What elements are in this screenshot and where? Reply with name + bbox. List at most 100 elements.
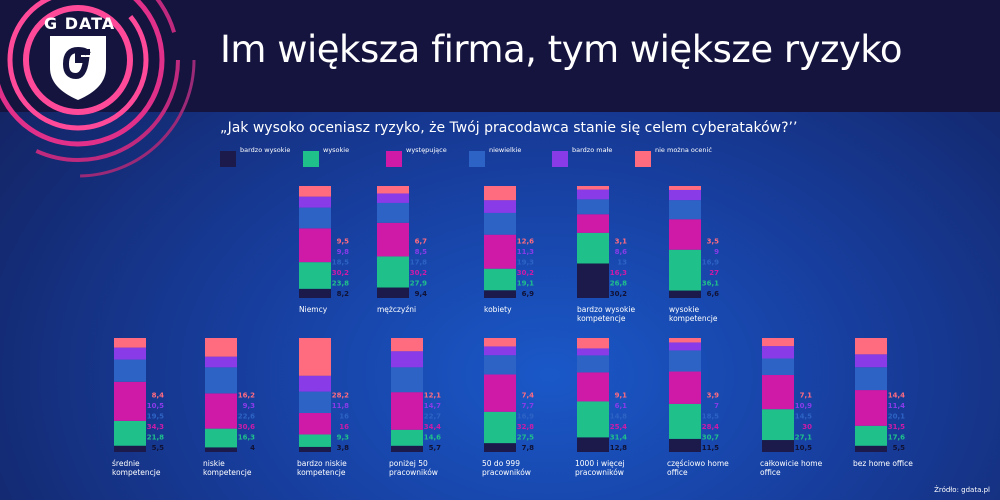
- bar-segment: [299, 196, 331, 208]
- bar-segment: [762, 338, 794, 347]
- bar-segment: [484, 374, 516, 412]
- bar-segment: [855, 390, 887, 426]
- bar-segment: [577, 401, 609, 438]
- bar-segment: [577, 348, 609, 356]
- bar-segment: [577, 199, 609, 215]
- data-label: 7,1: [800, 392, 813, 400]
- bar-segment: [577, 189, 609, 200]
- data-label: 30,2: [610, 290, 627, 298]
- bar-segment: [484, 411, 516, 444]
- category-label: wysokie: [669, 305, 699, 314]
- bar-group: [299, 186, 331, 298]
- source-note: Źródło: gdata.pl: [934, 486, 990, 494]
- data-label: 9,3: [243, 402, 256, 410]
- bar-segment: [484, 346, 516, 356]
- bar-segment: [669, 189, 701, 201]
- data-label: 6,6: [707, 290, 720, 298]
- bar-segment: [114, 359, 146, 382]
- bar-segment: [299, 375, 331, 392]
- data-label: 17,8: [410, 259, 427, 267]
- bar-group: [391, 338, 423, 452]
- bar-segment: [391, 429, 423, 446]
- bar-segment: [669, 219, 701, 250]
- data-label: 32,8: [517, 423, 534, 431]
- data-label: 30,7: [702, 434, 719, 442]
- data-label: 11,8: [332, 402, 349, 410]
- bar-segment: [669, 249, 701, 291]
- decorative-arcs-icon: [0, 0, 196, 178]
- bar-group: [577, 338, 609, 452]
- bar-group: [669, 338, 701, 452]
- data-label: 3,1: [615, 238, 628, 246]
- legend-label: występujące: [406, 146, 447, 154]
- category-label: kompetencje: [297, 468, 346, 477]
- bar-segment: [377, 287, 409, 298]
- bar-segment: [205, 367, 237, 394]
- data-label: 5,5: [893, 444, 906, 452]
- category-label: niskie: [203, 459, 225, 468]
- data-label: 10,5: [147, 402, 164, 410]
- bar-segment: [762, 358, 794, 376]
- data-label: 11,3: [517, 248, 534, 256]
- data-label: 30,2: [410, 269, 427, 277]
- data-label: 4: [250, 444, 255, 452]
- bar-segment: [114, 445, 146, 452]
- data-label: 7,7: [522, 402, 535, 410]
- data-label: 14,8: [610, 413, 627, 421]
- bar-segment: [484, 338, 516, 347]
- data-label: 27: [709, 269, 719, 277]
- bar-segment: [205, 338, 237, 357]
- data-label: 30: [802, 423, 812, 431]
- bar-segment: [669, 338, 701, 343]
- bar-segment: [299, 207, 331, 229]
- data-label: 22,7: [424, 413, 441, 421]
- header-band: [0, 0, 1000, 112]
- data-label: 13: [617, 259, 627, 267]
- data-label: 30,2: [332, 269, 349, 277]
- bar-segment: [669, 371, 701, 404]
- bar-group: [299, 338, 331, 452]
- bar-segment: [114, 347, 146, 360]
- data-label: 14,6: [424, 434, 441, 442]
- bar-segment: [484, 186, 516, 201]
- data-label: 19,3: [517, 259, 534, 267]
- bar-segment: [855, 338, 887, 355]
- data-label: 19,5: [147, 413, 164, 421]
- data-label: 16,2: [238, 392, 255, 400]
- data-label: 21,8: [147, 434, 164, 442]
- category-label: pracowników: [575, 468, 624, 477]
- bar-segment: [484, 200, 516, 213]
- bar-segment: [299, 338, 331, 376]
- bar-segment: [855, 367, 887, 391]
- category-label: bez home office: [853, 459, 913, 468]
- data-label: 22,6: [238, 413, 255, 421]
- bar-segment: [484, 443, 516, 452]
- bar-segment: [577, 437, 609, 452]
- bar-segment: [577, 263, 609, 298]
- category-label: pracowników: [482, 468, 531, 477]
- bar-segment: [299, 391, 331, 414]
- bar-segment: [299, 262, 331, 289]
- category-label: 1000 i więcej: [575, 459, 625, 468]
- bar-segment: [669, 200, 701, 220]
- data-label: 31,4: [610, 434, 627, 442]
- data-label: 7,8: [522, 444, 535, 452]
- legend-label: wysokie: [323, 146, 350, 154]
- survey-question: „Jak wysoko oceniasz ryzyko, że Twój pra…: [220, 120, 798, 136]
- category-label: kompetencje: [112, 468, 161, 477]
- legend-swatch: [303, 151, 319, 167]
- legend-label: bardzo małe: [572, 146, 613, 154]
- bar-segment: [669, 438, 701, 452]
- category-label: office: [760, 468, 781, 477]
- data-label: 26,8: [610, 280, 627, 288]
- category-label: kompetencje: [669, 314, 718, 323]
- category-label: kobiety: [484, 305, 512, 314]
- data-label: 17,6: [888, 434, 905, 442]
- data-label: 16,9: [517, 413, 534, 421]
- data-label: 7: [714, 402, 719, 410]
- legend-swatch: [386, 151, 402, 167]
- bar-segment: [484, 234, 516, 269]
- data-label: 9,4: [415, 290, 428, 298]
- data-label: 28,4: [702, 423, 719, 431]
- bar-segment: [669, 350, 701, 372]
